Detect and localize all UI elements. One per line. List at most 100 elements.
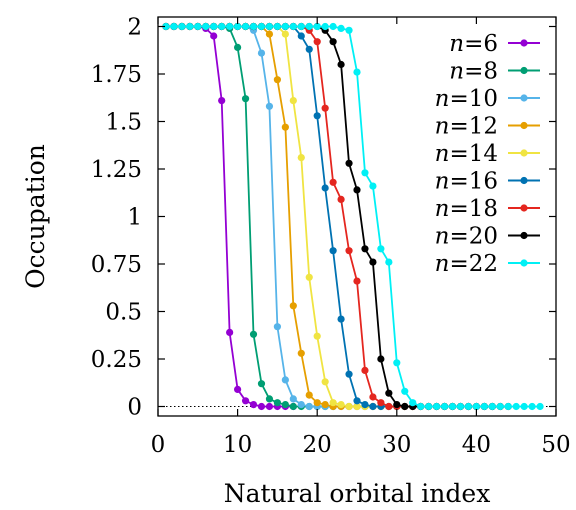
data-point-n12 — [265, 30, 274, 38]
data-point-n14 — [289, 97, 297, 105]
legend-label: n=6 — [449, 31, 498, 57]
data-point-n10 — [305, 402, 313, 411]
data-point-n22 — [480, 402, 488, 411]
legend: n=6n=8n=10n=12n=14n=16n=18n=20n=22 — [435, 31, 540, 277]
data-point-n22 — [170, 22, 178, 31]
legend-item-n18: n=18 — [435, 196, 540, 222]
data-point-n22 — [528, 402, 536, 411]
legend-item-n8: n=8 — [449, 59, 540, 85]
data-point-n12 — [281, 123, 289, 131]
data-point-n22 — [361, 169, 369, 177]
data-point-n20 — [393, 401, 401, 409]
legend-item-n12: n=12 — [435, 114, 540, 140]
y-tick-label: 1.75 — [91, 62, 142, 88]
legend-label: n=22 — [435, 251, 498, 277]
data-point-n8 — [289, 402, 297, 411]
data-point-n22 — [393, 359, 401, 367]
data-point-n6 — [234, 385, 242, 393]
data-point-n14 — [337, 401, 345, 409]
y-tick-label: 1.5 — [105, 110, 142, 136]
data-point-n14 — [305, 273, 313, 281]
x-tick-label: 30 — [382, 432, 411, 458]
data-point-n22 — [257, 22, 266, 31]
data-point-n10 — [257, 49, 266, 57]
data-point-n22 — [337, 24, 345, 32]
data-point-n8 — [281, 401, 289, 409]
data-point-n18 — [329, 178, 337, 186]
data-point-n8 — [249, 330, 258, 338]
data-point-n12 — [321, 401, 329, 409]
data-point-n6 — [241, 397, 250, 405]
y-tick-label: 0.75 — [91, 252, 142, 278]
data-point-n22 — [464, 402, 473, 411]
data-point-n12 — [313, 399, 321, 407]
data-point-n20 — [377, 355, 385, 363]
legend-marker — [520, 121, 528, 130]
y-tick-label: 1 — [127, 205, 142, 231]
data-point-n16 — [313, 112, 321, 120]
x-tick-label: 20 — [303, 432, 332, 458]
data-point-n6 — [249, 401, 258, 409]
data-point-n12 — [289, 302, 297, 310]
data-point-n6 — [210, 32, 218, 40]
data-point-n10 — [273, 323, 281, 331]
data-point-n20 — [329, 38, 337, 46]
data-point-n22 — [178, 22, 186, 31]
data-point-n22 — [472, 402, 480, 411]
data-point-n20 — [361, 245, 369, 253]
legend-marker — [520, 39, 528, 47]
data-point-n22 — [425, 402, 433, 411]
legend-marker — [520, 149, 528, 157]
y-tick-label: 0.25 — [91, 347, 142, 373]
data-point-n22 — [305, 22, 313, 31]
legend-item-n10: n=10 — [435, 86, 540, 112]
y-tick-label: 1.25 — [91, 157, 142, 183]
legend-item-n20: n=20 — [435, 224, 540, 250]
x-tick-label: 10 — [223, 432, 252, 458]
x-tick-label: 0 — [151, 432, 166, 458]
data-point-n22 — [249, 22, 258, 31]
data-point-n18 — [337, 195, 345, 203]
data-point-n20 — [369, 258, 377, 266]
data-point-n22 — [504, 402, 512, 411]
data-point-n22 — [210, 22, 218, 31]
series-n8 — [162, 22, 337, 411]
data-point-n18 — [385, 402, 393, 411]
legend-label: n=8 — [449, 59, 498, 85]
series-n22 — [162, 22, 544, 411]
data-point-n18 — [353, 277, 361, 285]
data-point-n16 — [321, 184, 329, 192]
x-tick-label: 50 — [541, 432, 570, 458]
data-point-n22 — [234, 22, 242, 31]
legend-marker — [520, 231, 528, 240]
ticks-layer: 0 10 20 30 40 50 0 0.25 0.5 0.75 1 1.25 1.5 1.75 2 — [91, 15, 571, 459]
data-point-n8 — [241, 95, 250, 103]
data-point-n22 — [488, 402, 496, 411]
data-point-n10 — [265, 102, 274, 110]
data-point-n8 — [273, 399, 281, 407]
legend-item-n16: n=16 — [435, 169, 540, 195]
data-point-n16 — [369, 402, 377, 411]
series-line-n8 — [166, 25, 334, 408]
data-point-n12 — [305, 391, 313, 399]
legend-label: n=10 — [435, 86, 498, 112]
data-point-n10 — [297, 401, 305, 409]
legend-label: n=12 — [435, 114, 498, 140]
legend-marker — [520, 259, 528, 267]
data-point-n20 — [337, 60, 345, 69]
series-n14 — [162, 22, 457, 411]
data-point-n22 — [194, 22, 202, 31]
data-point-n22 — [536, 402, 544, 411]
legend-label: n=18 — [435, 196, 498, 222]
data-point-n14 — [329, 399, 337, 407]
data-point-n22 — [496, 402, 504, 411]
data-point-n6 — [218, 97, 226, 105]
data-point-n16 — [353, 397, 361, 405]
data-point-n18 — [313, 38, 321, 46]
data-point-n22 — [202, 22, 210, 31]
data-point-n22 — [369, 182, 377, 190]
data-point-n22 — [281, 22, 289, 31]
data-point-n22 — [456, 402, 465, 411]
legend-label: n=16 — [435, 169, 498, 195]
